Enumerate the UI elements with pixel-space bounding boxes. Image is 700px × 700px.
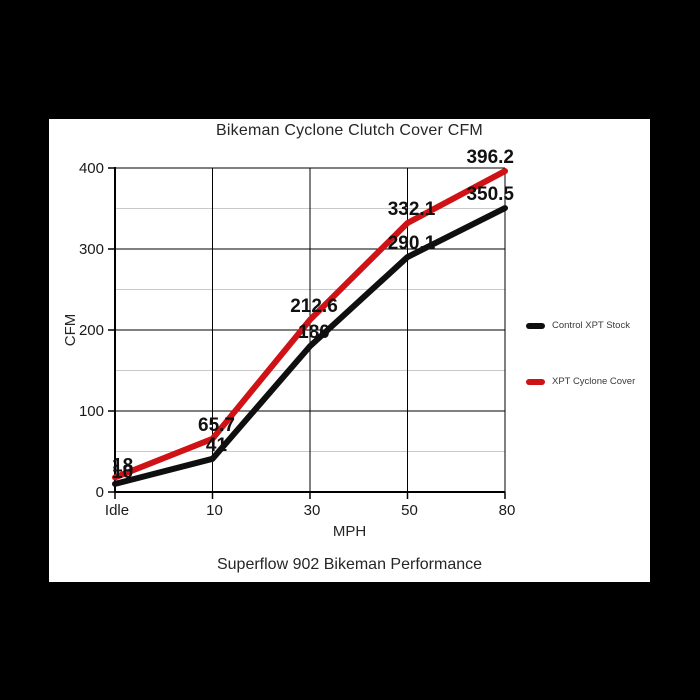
chart-panel: Bikeman Cyclone Clutch Cover CFM 0 100 200… xyxy=(49,119,650,582)
x-tick-label: 80 xyxy=(499,502,516,519)
data-label: 396.2 xyxy=(466,147,514,168)
y-tick-label: 400 xyxy=(79,160,104,177)
data-label: 65.7 xyxy=(198,415,235,436)
x-tick-labels: Idle 10 30 50 80 xyxy=(105,502,515,519)
y-tick-label: 100 xyxy=(79,403,104,420)
data-label: 41 xyxy=(206,435,228,456)
series-line-xpt-cyclone-cover xyxy=(112,168,508,481)
legend-label: XPT Cyclone Cover xyxy=(552,376,636,387)
x-axis-title: MPH xyxy=(332,523,367,540)
y-tick-label: 0 xyxy=(96,484,104,501)
data-labels-xpt-cyclone-cover: 18 65.7 212.6 332.1 396.2 xyxy=(112,147,514,476)
tick-marks xyxy=(108,167,506,499)
data-label: 332.1 xyxy=(388,199,436,220)
y-tick-label: 200 xyxy=(79,322,104,339)
data-label: 212.6 xyxy=(290,296,338,317)
y-tick-labels: 0 100 200 300 400 xyxy=(79,160,104,501)
chart-caption: Superflow 902 Bikeman Performance xyxy=(216,556,483,573)
legend-item-control-xpt-stock: Control XPT Stock xyxy=(526,320,630,331)
legend-label: Control XPT Stock xyxy=(552,320,630,331)
y-tick-label: 300 xyxy=(79,241,104,258)
data-label: 10 xyxy=(112,462,133,483)
data-label: 180 xyxy=(298,322,330,343)
y-axis-title: CFM xyxy=(62,313,79,347)
x-tick-label: Idle xyxy=(105,502,129,519)
data-label: 290.1 xyxy=(388,233,436,254)
x-tick-label: 30 xyxy=(304,502,321,519)
series-line-control-xpt-stock xyxy=(112,205,508,487)
data-labels-control-xpt-stock: 10 41 180 290.1 350.5 xyxy=(112,184,514,483)
data-label: 350.5 xyxy=(466,184,514,205)
plot-area: 0 100 200 300 400 Idle 10 30 50 80 10 41 180 290.1 350… xyxy=(79,147,515,519)
legend-swatch-black-line xyxy=(526,322,545,329)
x-tick-label: 50 xyxy=(401,502,418,519)
data-label: 18 xyxy=(112,455,133,476)
legend-swatch-red-line xyxy=(526,378,545,385)
x-tick-label: 10 xyxy=(206,502,223,519)
legend-item-xpt-cyclone-cover: XPT Cyclone Cover xyxy=(526,376,635,387)
chart-title: Bikeman Cyclone Clutch Cover CFM xyxy=(216,122,483,139)
